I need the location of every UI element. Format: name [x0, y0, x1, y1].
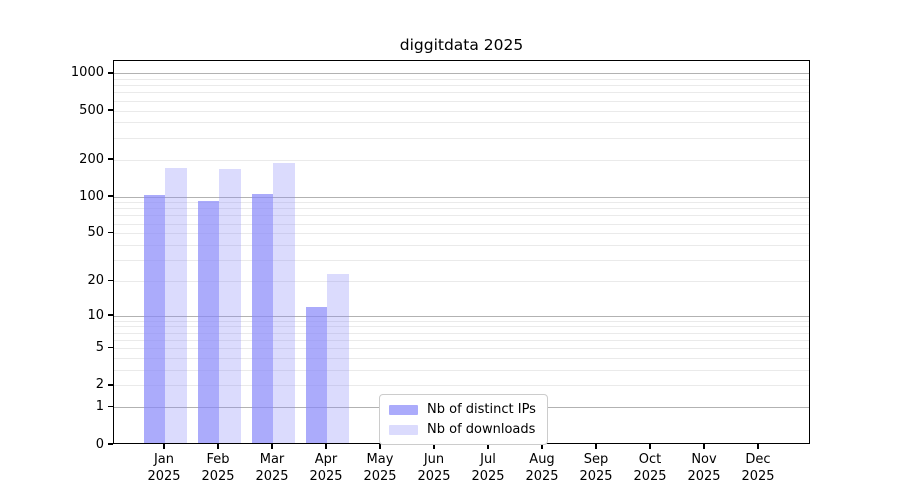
bar-distinct-ips-apr [305, 307, 327, 444]
y-tick-mark [108, 109, 113, 111]
gridline-5 [114, 348, 809, 350]
bar-downloads-apr [327, 274, 349, 444]
bar-downloads-feb [219, 169, 241, 444]
y-tick-mark [108, 347, 113, 349]
gridline-90 [114, 202, 809, 204]
x-tick-mark [217, 444, 219, 449]
y-tick-mark [108, 406, 113, 408]
gridline-6 [114, 339, 809, 341]
gridline-500 [114, 110, 809, 112]
y-tick-label-50: 50 [87, 225, 104, 241]
x-tick-label-jan: Jan 2025 [147, 452, 181, 484]
y-tick-label-200: 200 [79, 151, 104, 167]
gridline-4 [114, 358, 809, 360]
gridline-60 [114, 223, 809, 225]
x-tick-label-may: May 2025 [363, 452, 397, 484]
y-tick-mark [108, 279, 113, 282]
gridline-10 [114, 315, 809, 317]
x-tick-label-jul: Jul 2025 [471, 452, 505, 484]
gridline-50 [114, 233, 809, 235]
x-tick-label-mar: Mar 2025 [255, 452, 289, 484]
gridline-700 [114, 92, 809, 94]
y-tick-label-1000: 1000 [70, 65, 104, 81]
x-tick-label-aug: Aug 2025 [525, 452, 559, 484]
legend-label: Nb of downloads [427, 422, 536, 437]
y-tick-label-100: 100 [79, 188, 104, 204]
gridline-9 [114, 320, 809, 322]
y-tick-mark [108, 158, 113, 160]
bar-downloads-jan [165, 167, 187, 444]
gridline-200 [114, 159, 809, 161]
x-tick-label-nov: Nov 2025 [687, 452, 721, 484]
x-tick-label-apr: Apr 2025 [309, 452, 343, 484]
y-tick-label-2: 2 [95, 377, 104, 393]
x-tick-mark [163, 444, 165, 449]
gridline-100 [114, 196, 809, 198]
x-tick-label-sep: Sep 2025 [579, 452, 613, 484]
x-tick-mark [487, 444, 489, 449]
x-tick-mark [757, 444, 759, 449]
gridline-300 [114, 137, 809, 139]
y-tick-mark [108, 72, 113, 74]
x-tick-label-dec: Dec 2025 [741, 452, 775, 484]
gridline-1000 [114, 73, 809, 75]
y-tick-mark [108, 314, 113, 316]
y-tick-label-20: 20 [87, 272, 104, 288]
gridline-400 [114, 122, 809, 124]
y-tick-label-500: 500 [79, 102, 104, 118]
gridline-3 [114, 370, 809, 372]
gridline-30 [114, 260, 809, 262]
gridline-40 [114, 244, 809, 246]
x-tick-mark [271, 444, 273, 449]
x-tick-label-feb: Feb 2025 [201, 452, 235, 484]
x-tick-label-jun: Jun 2025 [417, 452, 451, 484]
y-tick-label-10: 10 [87, 307, 104, 323]
legend: Nb of distinct IPs Nb of downloads [379, 394, 548, 445]
x-tick-mark [325, 444, 327, 449]
legend-item-0: Nb of distinct IPs [389, 402, 536, 417]
gridline-70 [114, 215, 809, 217]
x-tick-mark [649, 444, 651, 449]
y-tick-label-5: 5 [95, 340, 104, 356]
gridline-900 [114, 79, 809, 80]
y-tick-mark [108, 232, 113, 234]
legend-label: Nb of distinct IPs [427, 402, 536, 417]
gridline-80 [114, 208, 809, 210]
y-tick-label-1: 1 [95, 399, 104, 415]
y-tick-mark [108, 443, 113, 445]
plot-area: Nb of distinct IPs Nb of downloads [113, 60, 810, 445]
bar-distinct-ips-mar [251, 193, 273, 444]
bar-distinct-ips-jan [143, 194, 165, 444]
y-tick-mark [108, 384, 113, 386]
y-tick-mark [108, 195, 113, 197]
gridline-7 [114, 332, 809, 334]
gridline-2 [114, 385, 809, 387]
gridline-8 [114, 326, 809, 328]
gridline-800 [114, 85, 809, 87]
x-tick-mark [379, 444, 381, 449]
gridline-600 [114, 100, 809, 102]
legend-item-1: Nb of downloads [389, 422, 536, 437]
bar-distinct-ips-feb [197, 200, 219, 444]
y-tick-label-0: 0 [95, 436, 104, 452]
x-tick-mark [433, 444, 435, 449]
bar-downloads-mar [273, 162, 295, 444]
x-tick-label-oct: Oct 2025 [633, 452, 667, 484]
gridline-20 [114, 280, 809, 282]
legend-swatch-icon [389, 404, 418, 415]
x-tick-mark [703, 444, 705, 449]
x-tick-mark [595, 444, 597, 449]
x-tick-mark [541, 444, 543, 449]
legend-swatch-icon [389, 424, 418, 435]
chart-title: diggitdata 2025 [399, 36, 524, 54]
